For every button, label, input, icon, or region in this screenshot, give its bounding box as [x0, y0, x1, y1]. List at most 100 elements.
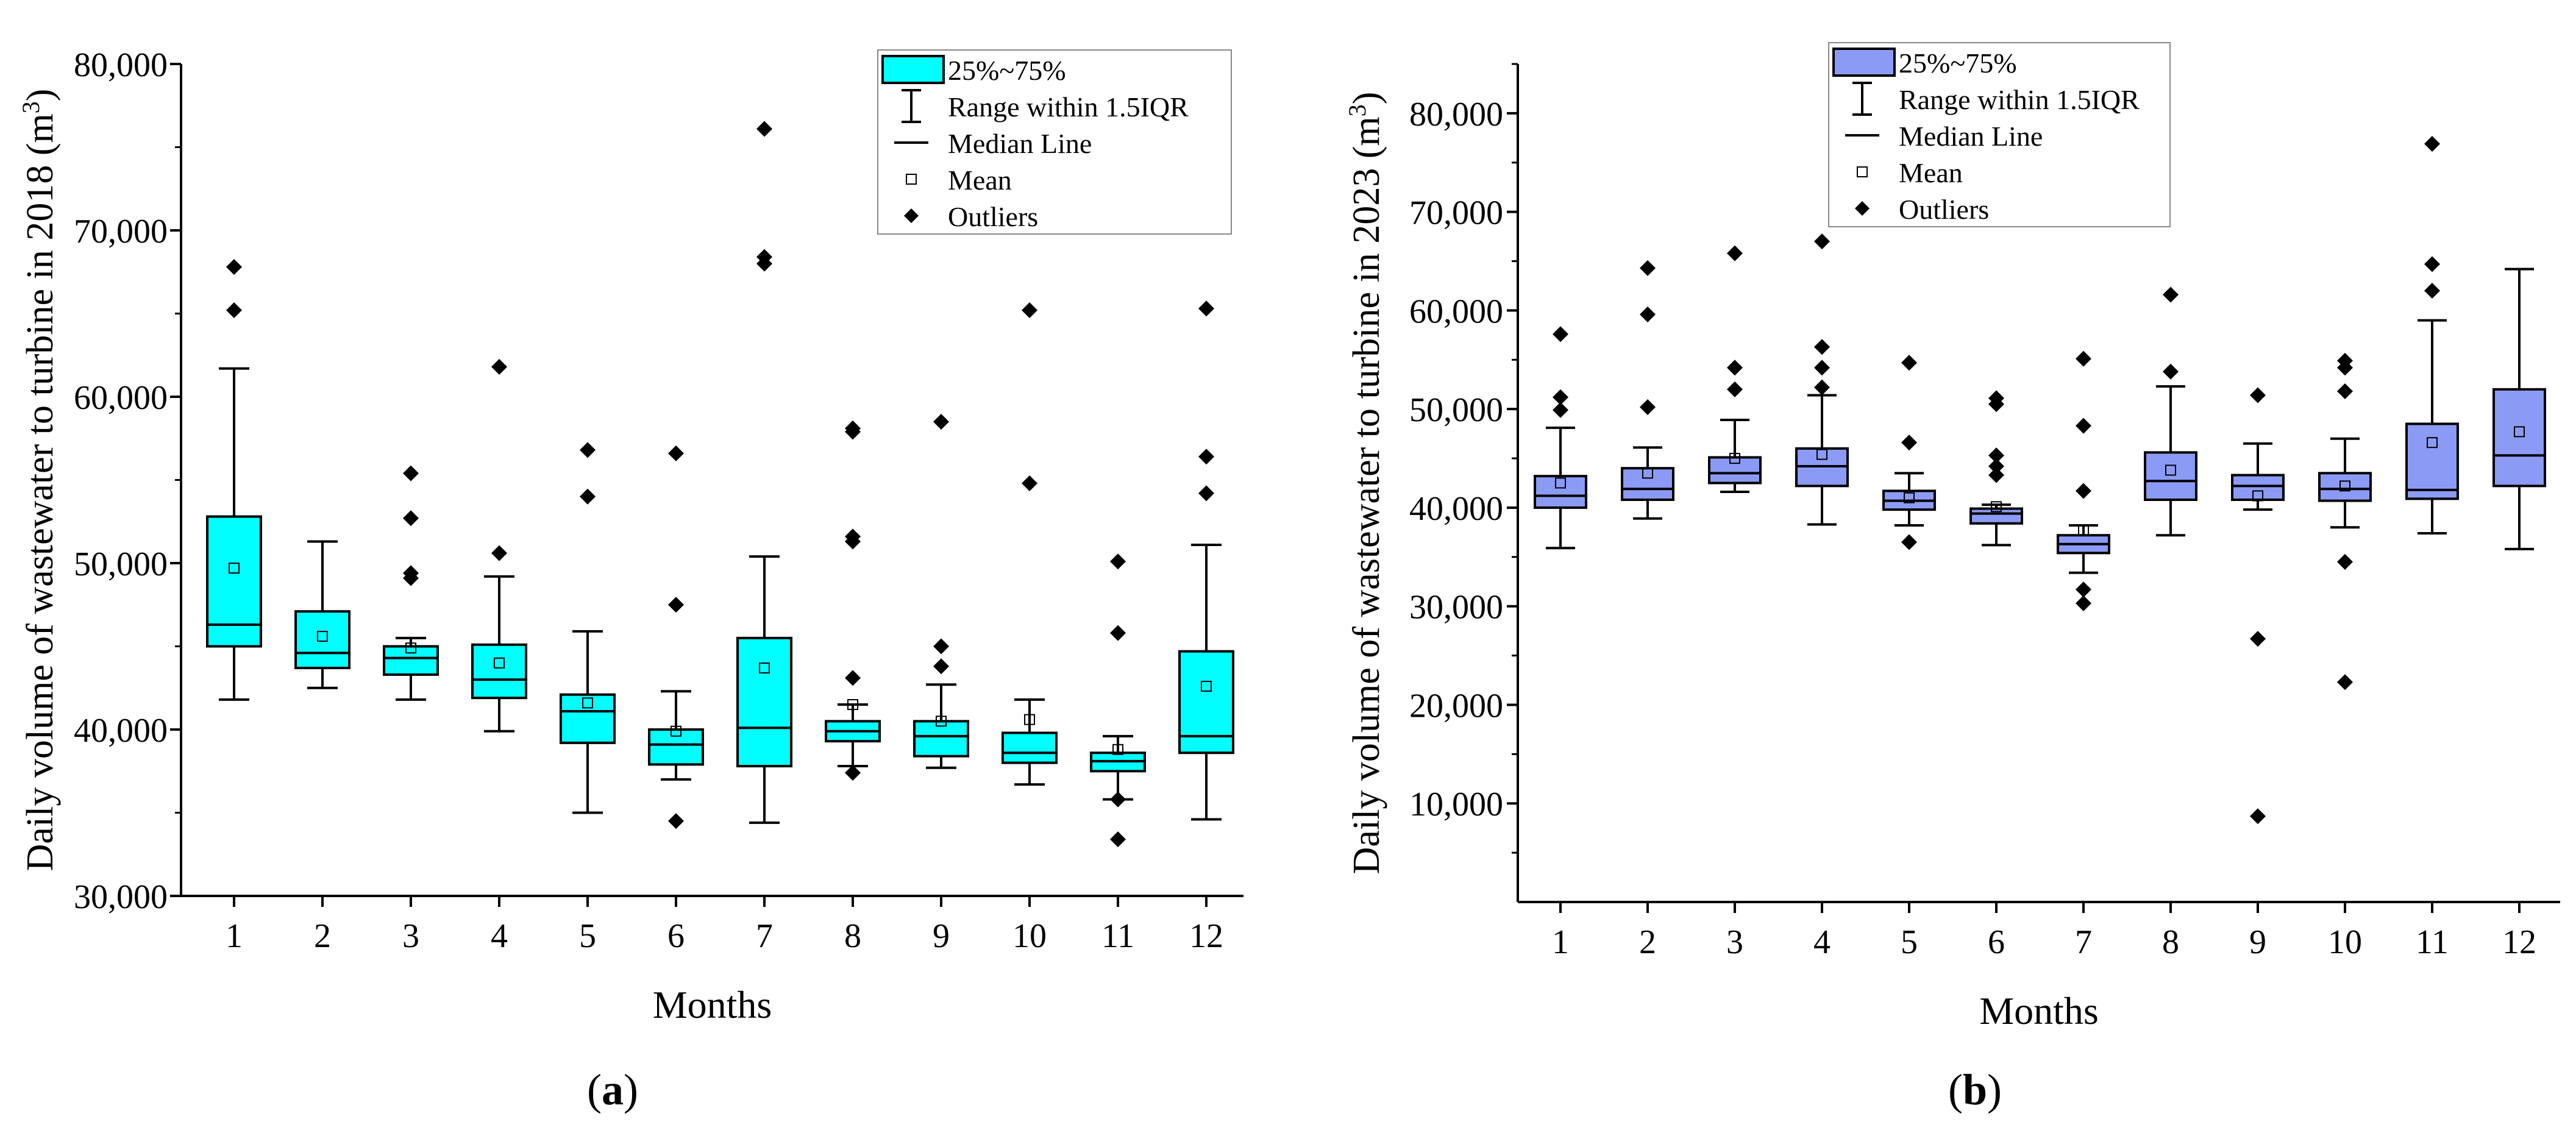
outlier-point	[2424, 136, 2440, 152]
mean-marker	[847, 699, 858, 711]
legend-box-swatch	[881, 55, 945, 84]
iqr-box	[2405, 422, 2459, 500]
outlier-point	[1988, 467, 2004, 483]
outlier-point	[1110, 553, 1126, 570]
iqr-box	[1178, 650, 1234, 755]
outlier-point	[403, 510, 419, 527]
outlier-point	[1022, 475, 1037, 491]
outlier-point	[1640, 260, 1656, 276]
outlier-point	[1640, 399, 1656, 415]
x-axis-title: Months	[653, 983, 772, 1026]
outlier-point	[845, 764, 861, 781]
outlier-point	[2163, 363, 2179, 380]
y-axis-title: Daily volume of wastewater to turbine in…	[1343, 92, 1388, 875]
outlier-point	[1198, 300, 1214, 317]
outlier-point	[2163, 286, 2179, 303]
legend-box-swatch	[1832, 48, 1896, 77]
outlier-point	[1553, 326, 1568, 343]
mean-marker	[2165, 464, 2176, 476]
iqr-box	[383, 645, 439, 676]
x-tick-label: 12	[2502, 923, 2536, 961]
iqr-box	[1534, 475, 1587, 509]
mean-marker	[1991, 501, 2002, 513]
y-tick-label: 70,000	[74, 213, 168, 250]
outlier-point	[845, 420, 861, 436]
outlier-point	[1553, 389, 1568, 405]
mean-marker	[494, 657, 505, 669]
legend-box-label: 25%~75%	[948, 55, 1066, 86]
iqr-box	[206, 515, 262, 648]
iqr-box	[2231, 474, 2285, 502]
mean-marker	[1024, 714, 1035, 725]
legend-outlier-label: Outliers	[1899, 194, 1989, 225]
outlier-point	[756, 121, 772, 137]
mean-marker	[1904, 492, 1915, 503]
outlier-point	[1110, 831, 1126, 848]
x-tick-label: 3	[402, 917, 419, 955]
mean-marker	[2078, 525, 2089, 536]
legend-box-label: 25%~75%	[1899, 48, 2017, 79]
x-tick-label: 6	[667, 917, 685, 955]
legend-outlier-swatch	[904, 208, 919, 223]
outlier-point	[2076, 595, 2091, 611]
y-tick-label: 50,000	[1409, 391, 1503, 429]
x-tick-label: 10	[1012, 917, 1047, 955]
mean-marker	[1729, 453, 1740, 464]
outlier-point	[2337, 383, 2353, 400]
legend-outlier-swatch	[1855, 201, 1870, 216]
outlier-point	[491, 358, 507, 375]
outlier-point	[1553, 402, 1568, 418]
outlier-point	[2250, 808, 2266, 825]
outlier-point	[668, 445, 684, 461]
x-tick-label: 2	[1639, 923, 1656, 961]
outlier-point	[756, 249, 772, 265]
y-tick-label: 30,000	[74, 878, 168, 916]
iqr-box	[2492, 388, 2546, 488]
outlier-point	[1814, 339, 1830, 355]
legend: 25%~75% Range within 1.5IQR Median Line Mea…	[877, 49, 1232, 235]
iqr-box	[913, 720, 969, 758]
y-tick-label: 50,000	[74, 545, 168, 583]
outlier-point	[1727, 381, 1743, 397]
iqr-box	[560, 693, 616, 744]
outlier-point	[2076, 417, 2091, 434]
x-tick-label: 11	[2416, 923, 2449, 961]
legend-mean-label: Mean	[948, 165, 1012, 196]
x-tick-label: 7	[756, 917, 773, 955]
y-tick-label: 40,000	[1409, 490, 1503, 528]
x-tick-label: 8	[844, 917, 861, 955]
iqr-box	[1002, 731, 1058, 764]
iqr-box	[2144, 451, 2197, 502]
x-tick-label: 6	[1988, 923, 2005, 961]
mean-marker	[2427, 437, 2438, 449]
outlier-point	[933, 638, 949, 655]
outlier-point	[403, 465, 419, 481]
caption-a: (a)	[587, 1065, 638, 1114]
y-tick-label: 60,000	[74, 379, 168, 417]
y-tick-label: 10,000	[1409, 786, 1503, 823]
legend: 25%~75% Range within 1.5IQR Median Line Mea…	[1828, 42, 2171, 227]
outlier-point	[845, 528, 861, 545]
mean-marker	[1112, 744, 1123, 755]
mean-marker	[1555, 477, 1566, 489]
mean-marker	[405, 642, 416, 654]
y-tick-label: 80,000	[74, 46, 168, 84]
legend-median-label: Median Line	[1899, 121, 2043, 152]
outlier-point	[668, 813, 684, 829]
y-axis-title: Daily volume of wastewater to turbine in…	[17, 89, 62, 872]
iqr-box	[294, 610, 350, 669]
x-tick-label: 12	[1189, 917, 1223, 955]
outlier-point	[2076, 350, 2091, 367]
x-tick-label: 10	[2328, 923, 2362, 961]
y-tick-label: 70,000	[1409, 194, 1503, 232]
x-tick-label: 5	[579, 917, 596, 955]
y-tick-label: 60,000	[1409, 293, 1503, 330]
y-tick-label: 20,000	[1409, 687, 1503, 725]
outlier-point	[1640, 306, 1656, 322]
outlier-point	[1727, 245, 1743, 261]
outlier-point	[933, 658, 949, 675]
outlier-point	[668, 597, 684, 613]
outlier-point	[1901, 355, 1917, 371]
outlier-point	[1988, 447, 2004, 464]
